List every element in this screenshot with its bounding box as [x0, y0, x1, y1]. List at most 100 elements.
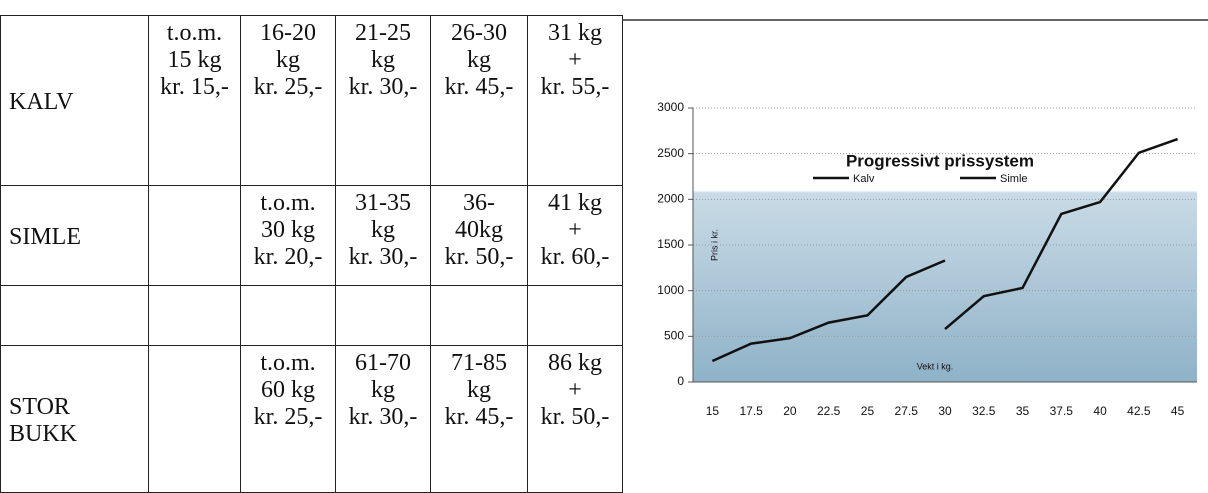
table-cell: 31-35 kg kr. 30,- — [335, 185, 431, 286]
cell-line: + — [568, 377, 582, 403]
table-cell: 31 kg + kr. 55,- — [527, 15, 623, 186]
x-tick-label: 15 — [706, 404, 720, 418]
table-cell — [430, 285, 528, 346]
x-tick-label: 22.5 — [817, 404, 841, 418]
x-tick-label: 17.5 — [739, 404, 763, 418]
cell-line: kg — [467, 377, 491, 403]
cell-line: 21-25 — [355, 20, 411, 46]
table-cell — [335, 285, 431, 346]
table-cell: t.o.m. 15 kg kr. 15,- — [148, 15, 241, 186]
cell-line: 61-70 — [355, 350, 411, 376]
table-cell: 61-70 kg kr. 30,- — [335, 345, 431, 493]
table-cell: KALV — [0, 15, 149, 186]
y-tick-label: 2500 — [657, 146, 684, 160]
cell-line: 26-30 — [451, 20, 507, 46]
x-tick-label: 32.5 — [972, 404, 996, 418]
cell-line: kr. 30,- — [348, 74, 418, 100]
cell-line: kg — [276, 47, 300, 73]
cell-line: kg — [371, 47, 395, 73]
legend-label: Simle — [1000, 173, 1028, 185]
y-tick-label: 1000 — [657, 283, 684, 297]
cell-line: kr. 50,- — [540, 404, 610, 430]
x-tick-label: 40 — [1093, 404, 1107, 418]
table-cell: t.o.m. 60 kg kr. 25,- — [240, 345, 336, 493]
table-cell: t.o.m. 30 kg kr. 20,- — [240, 185, 336, 286]
cell-line: 40kg — [455, 217, 503, 243]
x-tick-label: 30 — [938, 404, 952, 418]
cell-line: SIMLE — [9, 224, 81, 250]
cell-line: kr. 25,- — [253, 404, 323, 430]
series-line — [711, 259, 946, 363]
cell-line: KALV — [9, 89, 74, 115]
table-cell — [148, 285, 241, 346]
y-tick-label: 3000 — [657, 100, 684, 114]
cell-line: kr. 30,- — [348, 244, 418, 270]
table-row: KALV t.o.m. 15 kg kr. 15,- 16-20 kg kr. 25,- 21… — [0, 15, 623, 186]
cell-line: kr. 55,- — [540, 74, 610, 100]
table-row — [0, 285, 623, 346]
y-tick-label: 2000 — [657, 192, 684, 206]
cell-line: 31 kg — [548, 20, 602, 46]
x-tick-label: 20 — [783, 404, 797, 418]
cell-line: 30 kg — [261, 217, 315, 243]
cell-line: kg — [371, 377, 395, 403]
y-tick-label: 1500 — [657, 237, 684, 251]
cell-line: + — [568, 47, 582, 73]
table-cell — [148, 185, 241, 286]
cell-line: kr. 30,- — [348, 404, 418, 430]
cell-line: BUKK — [9, 421, 78, 447]
table-cell: 36- 40kg kr. 50,- — [430, 185, 528, 286]
price-table: KALV t.o.m. 15 kg kr. 15,- 16-20 kg kr. 25,- 21… — [0, 15, 623, 493]
cell-line: t.o.m. — [260, 350, 316, 376]
cell-line: kr. 25,- — [253, 74, 323, 100]
cell-line: kg — [371, 217, 395, 243]
cell-line: kg — [467, 47, 491, 73]
cell-line: 71-85 — [451, 350, 507, 376]
table-cell: 71-85 kg kr. 45,- — [430, 345, 528, 493]
table-cell — [148, 345, 241, 493]
cell-line: t.o.m. — [260, 190, 316, 216]
cell-line: 36- — [463, 190, 495, 216]
table-cell — [527, 285, 623, 346]
x-tick-label: 35 — [1016, 404, 1030, 418]
cell-line: 86 kg — [548, 350, 602, 376]
x-tick-label: 27.5 — [895, 404, 919, 418]
x-axis-label: Vekt i kg. — [917, 361, 954, 371]
cell-line: kr. 20,- — [253, 244, 323, 270]
cell-line: kr. 15,- — [160, 74, 229, 100]
cell-line: + — [568, 217, 582, 243]
cell-line: t.o.m. — [166, 20, 223, 46]
y-tick-label: 500 — [664, 329, 684, 343]
table-cell — [240, 285, 336, 346]
chart-title: Progressivt prissystem — [846, 151, 1034, 170]
cell-line: kr. 45,- — [444, 74, 514, 100]
cell-line: kr. 60,- — [540, 244, 610, 270]
cell-line: STOR — [9, 394, 70, 420]
cell-line: 41 kg — [548, 190, 602, 216]
table-row: SIMLE t.o.m. 30 kg kr. 20,- 31-35 kg kr. 30,- 3… — [0, 185, 623, 286]
series-line — [944, 137, 1179, 330]
cell-line: 15 kg — [167, 47, 222, 73]
x-tick-label: 37.5 — [1050, 404, 1074, 418]
legend-label: Kalv — [853, 173, 875, 185]
cell-line: 16-20 — [260, 20, 316, 46]
cell-line: 31-35 — [355, 190, 411, 216]
table-cell: STOR BUKK — [0, 345, 149, 493]
table-cell: 21-25 kg kr. 30,- — [335, 15, 431, 186]
table-cell: SIMLE — [0, 185, 149, 286]
cell-line: kr. 45,- — [444, 404, 514, 430]
table-cell — [0, 285, 149, 346]
x-tick-label: 42.5 — [1127, 404, 1151, 418]
x-tick-label: 25 — [861, 404, 875, 418]
table-cell: 26-30 kg kr. 45,- — [430, 15, 528, 186]
table-cell: 41 kg + kr. 60,- — [527, 185, 623, 286]
table-cell: 16-20 kg kr. 25,- — [240, 15, 336, 186]
y-tick-label: 0 — [677, 374, 684, 388]
table-cell: 86 kg + kr. 50,- — [527, 345, 623, 493]
cell-line: kr. 50,- — [444, 244, 514, 270]
cell-line: 60 kg — [261, 377, 315, 403]
table-row: STOR BUKK t.o.m. 60 kg kr. 25,- 61-70 kg kr. 30… — [0, 345, 623, 493]
chart: Progressivt prissystem Pris i kr. Vekt i… — [622, 19, 1208, 418]
x-tick-label: 45 — [1171, 404, 1185, 418]
